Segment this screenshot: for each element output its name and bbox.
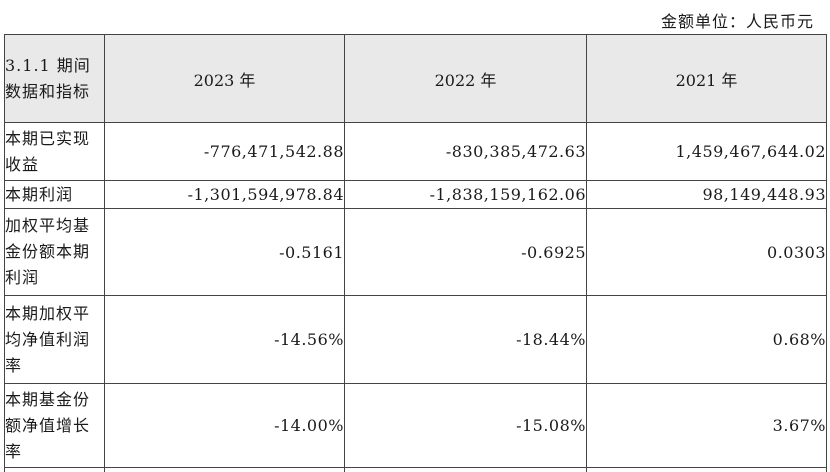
row-label: 本期加权平均净值利润率 [5,296,105,384]
table-continuation-row [5,468,827,472]
table-cell: 98,149,448.93 [587,181,827,209]
table-cell: -14.00% [105,384,345,468]
table-cell: -830,385,472.63 [345,123,587,181]
table-cell: -1,301,594,978.84 [105,181,345,209]
table-row: 本期已实现收益 -776,471,542.88 -830,385,472.63 … [5,123,827,181]
table-cell: -1,838,159,162.06 [345,181,587,209]
row-label: 加权平均基金份额本期利润 [5,209,105,296]
year-header-2023: 2023 年 [105,35,345,123]
table-header-row: 3.1.1 期间数据和指标 2023 年 2022 年 2021 年 [5,35,827,123]
table-cell [345,468,587,472]
table-cell: -0.5161 [105,209,345,296]
year-header-2021: 2021 年 [587,35,827,123]
currency-unit-label: 金额单位：人民币元 [661,8,814,32]
period-indicator-header: 3.1.1 期间数据和指标 [5,35,105,123]
table-cell: 1,459,467,644.02 [587,123,827,181]
table-row: 加权平均基金份额本期利润 -0.5161 -0.6925 0.0303 [5,209,827,296]
table-cell [105,468,345,472]
table-cell: 0.68% [587,296,827,384]
table-cell [5,468,105,472]
year-header-2022: 2022 年 [345,35,587,123]
financial-indicators-table: 3.1.1 期间数据和指标 2023 年 2022 年 2021 年 本期已实现… [4,34,827,472]
table-row: 本期加权平均净值利润率 -14.56% -18.44% 0.68% [5,296,827,384]
table-cell [587,468,827,472]
table-cell: -776,471,542.88 [105,123,345,181]
table-cell: 0.0303 [587,209,827,296]
table-cell: -0.6925 [345,209,587,296]
table-cell: -15.08% [345,384,587,468]
table-cell: 3.67% [587,384,827,468]
row-label: 本期已实现收益 [5,123,105,181]
table-row: 本期利润 -1,301,594,978.84 -1,838,159,162.06… [5,181,827,209]
row-label: 本期利润 [5,181,105,209]
table-cell: -18.44% [345,296,587,384]
row-label: 本期基金份额净值增长率 [5,384,105,468]
table-row: 本期基金份额净值增长率 -14.00% -15.08% 3.67% [5,384,827,468]
table-cell: -14.56% [105,296,345,384]
